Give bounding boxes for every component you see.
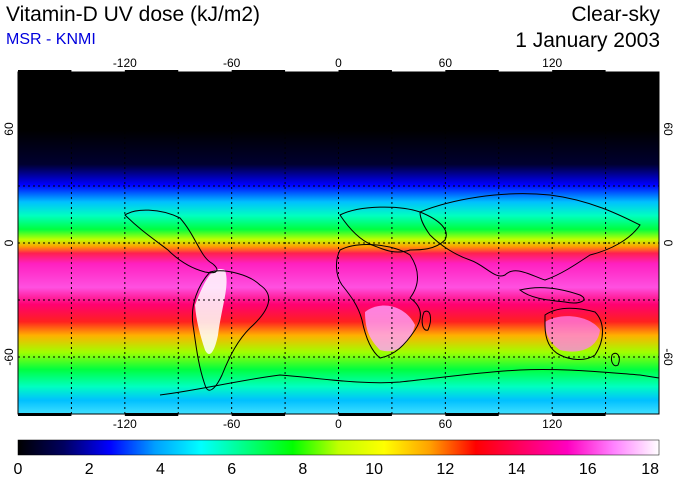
latitude-tick-label: 0 — [661, 240, 675, 247]
longitude-tick-label: -120 — [113, 56, 137, 70]
frame-bar — [231, 413, 286, 416]
longitude-tick-label: 120 — [542, 417, 562, 430]
coastline-madagascar — [421, 310, 432, 331]
frame-bar — [18, 70, 72, 73]
latitude-tick-label: -60 — [2, 348, 16, 366]
world-map: -120 -60 0 60 120 -120 -60 0 60 120 60 0 -60 60 0 -6… — [2, 56, 675, 430]
latitude-tick-label: 60 — [661, 122, 675, 136]
frame-tick-bars — [18, 70, 606, 416]
frame-bar — [124, 70, 179, 73]
southern-africa-bright-area — [365, 305, 415, 352]
frame-bar — [338, 70, 392, 73]
date-label: 1 January 2003 — [515, 29, 660, 52]
colorbar-scale — [17, 439, 660, 456]
longitude-tick-label: 60 — [439, 56, 453, 70]
coastline-indonesia — [518, 287, 585, 304]
coastline-south-america — [191, 270, 270, 391]
coastline-asia — [419, 193, 641, 281]
frame-bar — [124, 413, 179, 416]
coastline-africa — [336, 244, 421, 359]
latitude-tick-label: -60 — [661, 348, 675, 366]
coastline-new-zealand — [611, 352, 620, 367]
latitude-labels-right: 60 0 -60 — [661, 122, 675, 366]
frame-bar — [231, 70, 286, 73]
colorbar-tick-label: 18 — [641, 461, 659, 478]
longitude-tick-label: 0 — [335, 56, 342, 70]
colorbar-tick-label: 16 — [579, 461, 597, 478]
frame-bar — [445, 413, 499, 416]
longitude-tick-label: 60 — [439, 417, 453, 430]
graticule — [18, 72, 659, 414]
colorbar-tick-label: 0 — [14, 461, 23, 478]
colorbar-tick-label: 12 — [436, 461, 454, 478]
credit-label: MSR - KNMI — [6, 31, 96, 48]
longitude-labels-bottom: -120 -60 0 60 120 — [113, 417, 563, 430]
frame-bar — [338, 413, 392, 416]
colorbar-tick-label: 10 — [365, 461, 383, 478]
frame-bar — [552, 70, 606, 73]
colorbar-tick-label: 2 — [85, 461, 94, 478]
andes-bright-area — [195, 269, 227, 355]
colorbar-labels: 0 2 4 6 8 10 12 14 16 18 — [14, 461, 660, 478]
australia-bright-area — [545, 316, 600, 352]
latitude-labels-left: 60 0 -60 — [2, 122, 16, 366]
map-title: Vitamin-D UV dose (kJ/m2) — [6, 3, 261, 26]
colorbar-tick-label: 4 — [156, 461, 165, 478]
longitude-tick-label: 0 — [335, 417, 342, 430]
sky-condition-label: Clear-sky — [571, 3, 660, 26]
frame-bar — [18, 413, 72, 416]
longitude-tick-label: 120 — [542, 56, 562, 70]
longitude-tick-label: -60 — [223, 56, 241, 70]
frame-bar — [552, 413, 606, 416]
coastlines — [124, 193, 660, 396]
colorbar: 0 2 4 6 8 10 12 14 16 18 — [14, 439, 660, 478]
colorbar-tick-label: 6 — [227, 461, 236, 478]
latitude-tick-label: 60 — [2, 122, 16, 136]
coastline-antarctica — [159, 368, 660, 396]
coastline-north-america — [124, 209, 218, 274]
frame-bar — [445, 70, 499, 73]
longitude-labels-top: -120 -60 0 60 120 — [113, 56, 563, 70]
coastline-australia — [544, 307, 603, 360]
colorbar-tick-label: 14 — [508, 461, 526, 478]
longitude-tick-label: -120 — [113, 417, 137, 430]
longitude-tick-label: -60 — [223, 417, 241, 430]
colorbar-tick-label: 8 — [298, 461, 307, 478]
latitude-tick-label: 0 — [2, 239, 16, 246]
